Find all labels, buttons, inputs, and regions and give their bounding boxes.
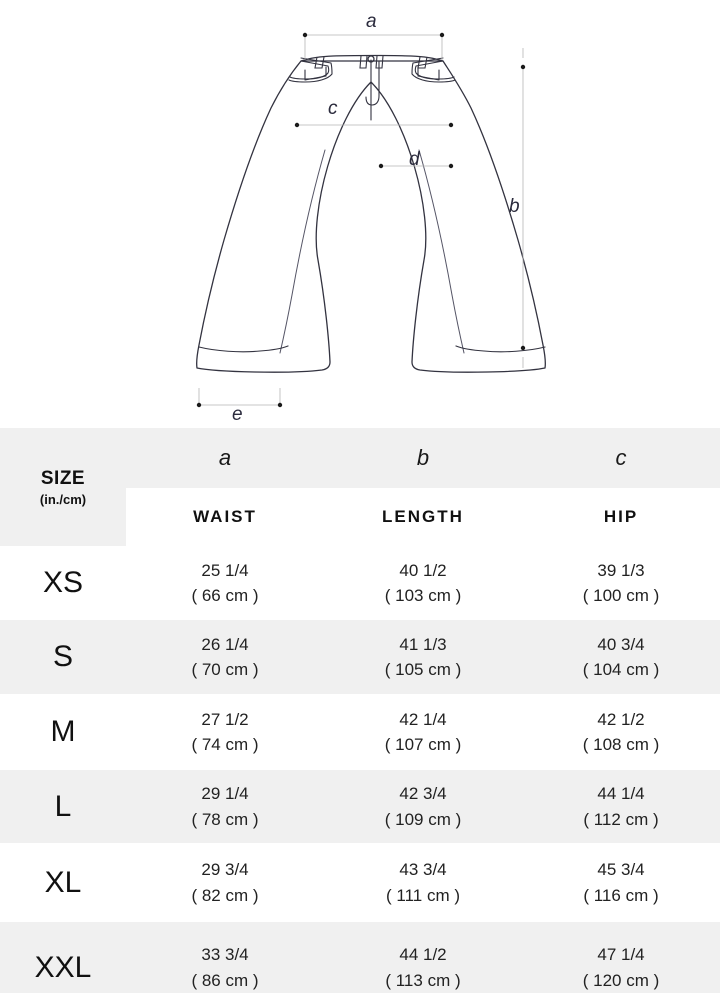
svg-text:a: a xyxy=(366,11,377,32)
svg-text:c: c xyxy=(328,98,338,119)
svg-text:e: e xyxy=(232,404,243,425)
svg-text:d: d xyxy=(409,149,421,170)
svg-text:b: b xyxy=(509,196,520,217)
